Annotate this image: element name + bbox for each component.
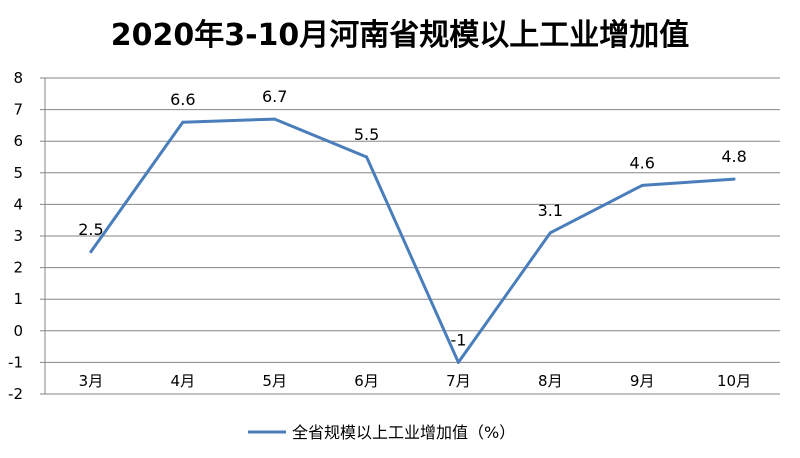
- y-axis-tick-label: 3: [13, 227, 23, 245]
- data-label: 6.7: [262, 87, 287, 106]
- y-axis-tick-label: 7: [13, 101, 23, 119]
- data-point: [640, 183, 644, 187]
- series-line: [89, 117, 735, 364]
- y-axis-tick-label: 2: [13, 259, 23, 277]
- x-axis-tick-label: 10月: [717, 372, 751, 390]
- data-label: -1: [450, 330, 466, 349]
- y-axis-tick-label: 6: [13, 132, 23, 150]
- data-label: 4.8: [721, 147, 746, 166]
- y-axis-tick-labels: 8 7 6 5 4 3 2 1 0 -1 -2: [8, 69, 23, 403]
- x-axis-tick-label: 3月: [79, 372, 104, 390]
- data-point: [181, 120, 185, 124]
- series-lines: [89, 117, 736, 364]
- y-axis-tick-label: 0: [13, 322, 23, 340]
- data-label: 6.6: [170, 90, 195, 109]
- x-axis-tick-label: 5月: [262, 372, 287, 390]
- gridlines: [40, 77, 780, 395]
- data-point: [273, 117, 277, 121]
- data-label: 2.5: [78, 220, 103, 239]
- data-label: 5.5: [354, 125, 379, 144]
- data-point: [89, 250, 93, 254]
- chart-title: 2020年3-10月河南省规模以上工业增加值: [111, 18, 690, 53]
- data-point: [732, 177, 736, 181]
- data-label: 3.1: [538, 201, 563, 220]
- y-axis-tick-label: 8: [13, 69, 23, 87]
- x-axis-tick-label: 9月: [630, 372, 655, 390]
- data-label: 4.6: [629, 153, 654, 172]
- x-axis-tick-label: 6月: [354, 372, 379, 390]
- y-axis-tick-label: 5: [13, 164, 23, 182]
- legend: 全省规模以上工业增加值（%）: [248, 423, 515, 442]
- y-axis-tick-label: -1: [8, 353, 23, 371]
- y-axis-tick-label: 4: [13, 195, 23, 213]
- y-axis-tick-label: 1: [13, 290, 23, 308]
- data-point: [456, 360, 460, 364]
- data-point: [365, 155, 369, 159]
- x-axis-tick-labels: 3月 4月 5月 6月 7月 8月 9月 10月: [79, 372, 751, 390]
- y-axis-tick-label: -2: [8, 385, 23, 403]
- legend-label: 全省规模以上工业增加值（%）: [292, 423, 515, 442]
- data-labels: 2.5 6.6 6.7 5.5 -1 3.1 4.6 4.8: [78, 87, 747, 349]
- data-point: [548, 231, 552, 235]
- x-axis-tick-label: 8月: [538, 372, 563, 390]
- x-axis-tick-label: 7月: [446, 372, 471, 390]
- x-axis-tick-label: 4月: [171, 372, 196, 390]
